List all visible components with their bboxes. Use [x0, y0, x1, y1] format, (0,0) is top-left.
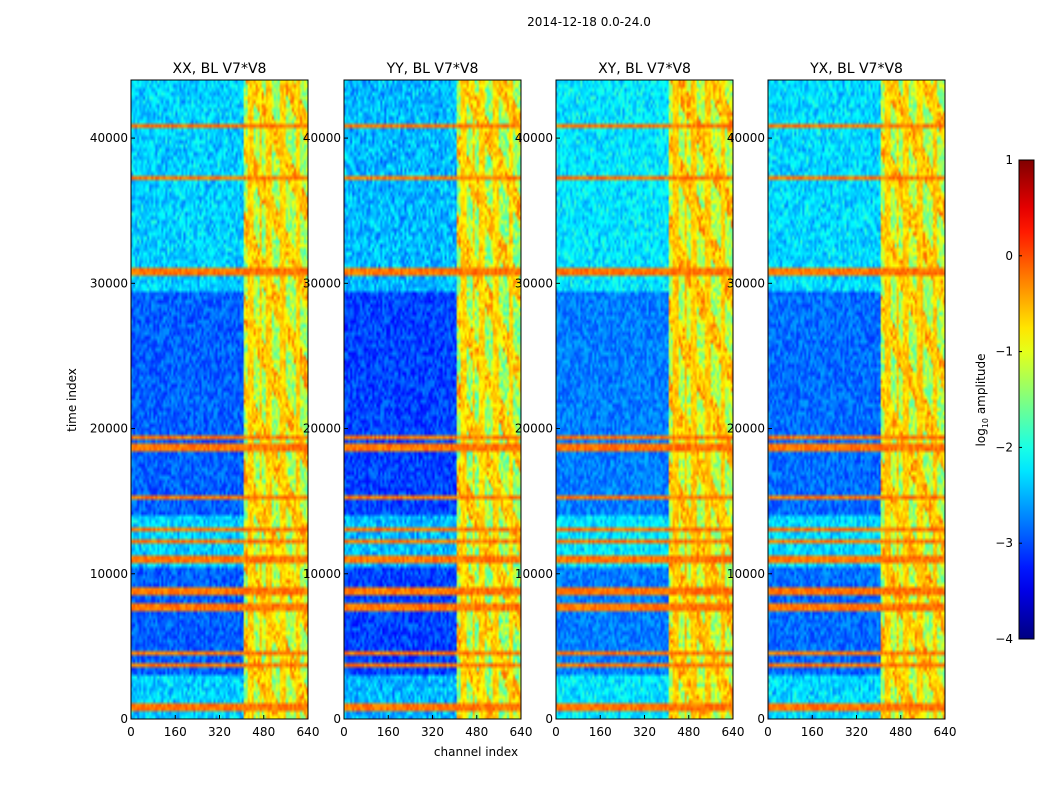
panel-title-0: XX, BL V7*V8	[173, 61, 267, 77]
x-tick-label-0-4: 640	[297, 725, 320, 739]
figure-suptitle: 2014-12-18 0.0-24.0	[527, 15, 651, 29]
panel-title-1: YY, BL V7*V8	[386, 61, 479, 77]
colorbar-label-sub: 10	[981, 418, 990, 428]
colorbar-tick-label-1: 0	[1005, 249, 1013, 263]
colorbar-label-suffix: amplitude	[974, 354, 988, 418]
y-tick-label-0-1: 10000	[90, 567, 128, 581]
panels-group: XX, BL V7*V8 0 160 320 480 640 0 10000 20000 3000…	[90, 61, 957, 739]
x-tick-label-1-3: 480	[465, 725, 488, 739]
x-tick-label-1-0: 0	[340, 725, 348, 739]
x-tick-label-2-4: 640	[722, 725, 745, 739]
x-tick-label-2-0: 0	[552, 725, 560, 739]
x-tick-label-3-1: 160	[801, 725, 824, 739]
colorbar-tick-label-0: 1	[1005, 153, 1013, 167]
colorbar-label: log10 amplitude	[974, 354, 990, 447]
colorbar-tick-label-4: −3	[995, 536, 1013, 550]
y-tick-label-0-3: 30000	[90, 276, 128, 290]
panel-heatmap-1	[344, 80, 521, 719]
x-tick-label-2-1: 160	[589, 725, 612, 739]
colorbar-gradient	[1018, 159, 1035, 640]
y-tick-label-3-3: 30000	[727, 276, 765, 290]
x-tick-label-0-0: 0	[127, 725, 135, 739]
x-tick-label-0-1: 160	[164, 725, 187, 739]
panel-1: YY, BL V7*V8 0 160 320 480 640 0 10000 20000 3000…	[303, 61, 533, 739]
colorbar-tick-label-3: −2	[995, 440, 1013, 454]
y-tick-label-2-3: 30000	[515, 276, 553, 290]
colorbar-tick-label-2: −1	[995, 345, 1013, 359]
panel-0: XX, BL V7*V8 0 160 320 480 640 0 10000 20000 3000…	[90, 61, 320, 739]
panel-3: YX, BL V7*V8 0 160 320 480 640 0 10000 20000 3000…	[727, 61, 957, 739]
panel-title-2: XY, BL V7*V8	[598, 61, 691, 77]
y-axis-label: time index	[65, 368, 79, 432]
panel-2: XY, BL V7*V8 0 160 320 480 640 0 10000 20000 3000…	[515, 61, 745, 739]
y-tick-label-3-4: 40000	[727, 131, 765, 145]
y-tick-label-3-1: 10000	[727, 567, 765, 581]
colorbar-tick-label-5: −4	[995, 632, 1013, 646]
x-tick-label-3-2: 320	[845, 725, 868, 739]
y-tick-label-0-4: 40000	[90, 131, 128, 145]
panel-heatmap-2	[556, 80, 733, 719]
x-tick-label-2-2: 320	[633, 725, 656, 739]
x-tick-label-1-4: 640	[510, 725, 533, 739]
y-tick-label-1-4: 40000	[303, 131, 341, 145]
x-tick-label-0-2: 320	[208, 725, 231, 739]
panel-heatmap-0	[131, 80, 308, 719]
y-tick-label-2-0: 0	[545, 712, 553, 726]
y-tick-label-2-2: 20000	[515, 422, 553, 436]
x-tick-label-3-3: 480	[889, 725, 912, 739]
y-tick-label-3-2: 20000	[727, 422, 765, 436]
x-tick-label-3-0: 0	[764, 725, 772, 739]
x-axis-label: channel index	[434, 745, 518, 759]
y-tick-label-1-1: 10000	[303, 567, 341, 581]
x-tick-label-2-3: 480	[677, 725, 700, 739]
colorbar: 1 0 −1 −2 −3 −4	[995, 153, 1035, 646]
panel-heatmap-3	[768, 80, 945, 719]
colorbar-label-prefix: log	[974, 428, 988, 446]
x-tick-label-1-1: 160	[377, 725, 400, 739]
y-tick-label-2-1: 10000	[515, 567, 553, 581]
x-tick-label-3-4: 640	[934, 725, 957, 739]
panel-title-3: YX, BL V7*V8	[809, 61, 903, 77]
y-tick-label-1-2: 20000	[303, 422, 341, 436]
y-tick-label-3-0: 0	[757, 712, 765, 726]
x-tick-label-1-2: 320	[421, 725, 444, 739]
y-tick-label-0-0: 0	[120, 712, 128, 726]
y-tick-label-1-0: 0	[333, 712, 341, 726]
x-tick-label-0-3: 480	[252, 725, 275, 739]
y-tick-label-0-2: 20000	[90, 422, 128, 436]
y-tick-label-2-4: 40000	[515, 131, 553, 145]
y-tick-label-1-3: 30000	[303, 276, 341, 290]
